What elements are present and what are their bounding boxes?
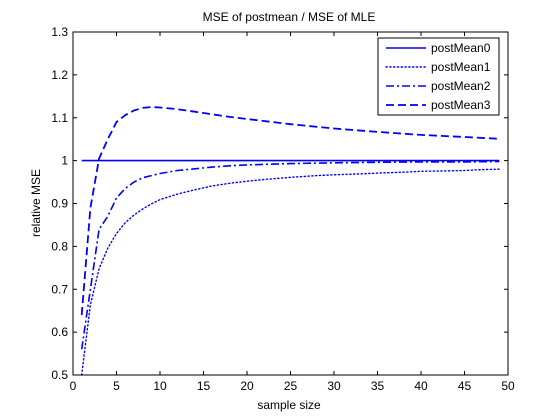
- series-line-postmean3: [80, 106, 500, 316]
- series-line-postmean2: [80, 160, 500, 350]
- y-tick-label: 0.7: [51, 282, 68, 296]
- y-tick-label: 0.8: [51, 239, 68, 253]
- x-tick-label: 20: [240, 379, 254, 393]
- x-tick-label: 30: [327, 379, 341, 393]
- legend-label-postmean1: postMean1: [431, 60, 491, 74]
- x-tick-label: 50: [501, 379, 515, 393]
- x-tick-label: 45: [458, 379, 472, 393]
- axes-box: [72, 31, 509, 376]
- series-layer: [80, 106, 500, 376]
- legend: postMean0 postMean1 postMean2 postMean3: [377, 37, 500, 116]
- legend-label-postmean0: postMean0: [431, 41, 491, 55]
- x-tick-label: 25: [284, 379, 298, 393]
- y-tick-label: 1: [61, 154, 68, 168]
- x-tick-label: 5: [113, 379, 120, 393]
- x-axis-label: sample size: [257, 398, 321, 412]
- y-tick-label: 0.9: [51, 197, 68, 211]
- y-tick-label: 0.5: [51, 368, 68, 382]
- x-tick-label: 10: [153, 379, 167, 393]
- x-tick-label: 35: [371, 379, 385, 393]
- y-tick-label: 1.1: [51, 111, 68, 125]
- x-tick-label: 0: [70, 379, 77, 393]
- x-tick-label: 40: [414, 379, 428, 393]
- series-line-postmean1: [80, 168, 500, 376]
- y-tick-label: 1.3: [51, 25, 68, 39]
- legend-label-postmean3: postMean3: [431, 98, 491, 112]
- chart-title: MSE of postmean / MSE of MLE: [203, 10, 376, 24]
- y-axis-label: relative MSE: [29, 169, 43, 237]
- ticks-layer: 0 5 10 15 20 25 30 35 40 45 50 0.5 0.6 0.7 0.8 0.9 1 1.1 1…: [51, 25, 515, 393]
- legend-box: [377, 37, 500, 116]
- y-tick-label: 1.2: [51, 68, 68, 82]
- x-tick-label: 15: [197, 379, 211, 393]
- y-tick-label: 0.6: [51, 325, 68, 339]
- legend-label-postmean2: postMean2: [431, 79, 491, 93]
